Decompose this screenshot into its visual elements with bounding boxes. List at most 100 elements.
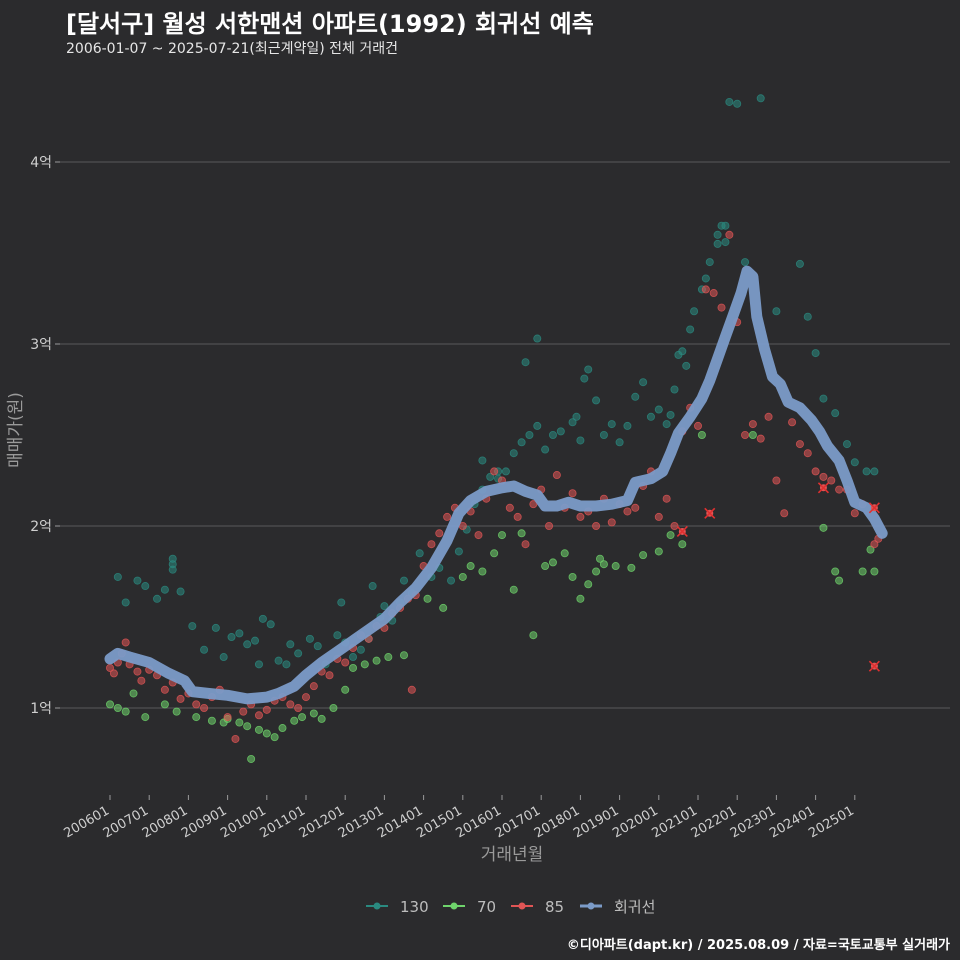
data-point-70	[423, 594, 432, 603]
data-point-130	[243, 640, 252, 649]
data-point-85	[427, 540, 436, 549]
data-point-130	[333, 631, 342, 640]
data-point-70	[466, 562, 475, 571]
data-point-70	[858, 567, 867, 576]
data-point-130	[521, 358, 530, 367]
data-point-70	[541, 562, 550, 571]
data-point-130	[415, 549, 424, 558]
data-point-130	[701, 274, 710, 283]
data-point-85	[176, 694, 185, 703]
data-point-85	[827, 476, 836, 485]
data-point-70	[560, 549, 569, 558]
data-point-85	[772, 476, 781, 485]
data-point-130	[662, 420, 671, 429]
data-point-85	[552, 471, 561, 480]
y-tick-label: 1억	[30, 701, 52, 717]
data-point-85	[654, 512, 663, 521]
data-point-130	[670, 385, 679, 394]
data-point-70	[568, 572, 577, 581]
data-point-70	[360, 660, 369, 669]
data-point-85	[325, 671, 334, 680]
data-point-130	[639, 378, 648, 387]
legend-dot-swatch	[450, 902, 458, 910]
data-point-85	[521, 540, 530, 549]
data-point-130	[211, 623, 220, 632]
data-point-130	[251, 636, 260, 645]
data-point-85	[223, 713, 232, 722]
data-point-130	[850, 458, 859, 467]
data-point-130	[533, 421, 542, 430]
legend-label: 70	[477, 898, 496, 916]
data-point-130	[862, 467, 871, 476]
data-point-70	[666, 531, 675, 540]
data-point-70	[835, 576, 844, 585]
legend-label: 130	[400, 898, 429, 916]
data-point-70	[254, 725, 263, 734]
data-point-85	[835, 485, 844, 494]
data-point-130	[200, 645, 209, 654]
data-point-70	[399, 651, 408, 660]
regression-line-group	[104, 265, 888, 705]
data-point-85	[490, 467, 499, 476]
legend-item-70: 70	[443, 898, 496, 916]
data-point-130	[592, 396, 601, 405]
data-point-130	[188, 622, 197, 631]
data-point-70	[298, 713, 307, 722]
data-point-70	[121, 707, 130, 716]
data-point-70	[309, 709, 318, 718]
data-point-85	[811, 467, 820, 476]
data-point-130	[721, 238, 730, 247]
data-point-130	[678, 347, 687, 356]
data-point-130	[313, 642, 322, 651]
data-point-70	[113, 704, 122, 713]
data-point-130	[274, 656, 283, 665]
data-point-130	[584, 365, 593, 374]
data-point-85	[286, 700, 295, 709]
data-point-130	[501, 467, 510, 476]
source-credit: ©디아파트(dapt.kr) / 2025.08.09 / 자료=국토교통부 실…	[566, 938, 950, 953]
cancelled-deal-marker	[868, 660, 880, 672]
data-point-130	[599, 430, 608, 439]
data-point-130	[168, 554, 177, 563]
data-point-70	[678, 540, 687, 549]
data-point-85	[568, 489, 577, 498]
data-point-70	[592, 567, 601, 576]
data-point-85	[407, 685, 416, 694]
y-tick-label: 3억	[30, 337, 52, 353]
data-point-70	[278, 724, 287, 733]
data-point-130	[176, 587, 185, 596]
cancel-x-icon	[676, 525, 688, 538]
x-axis-title: 거래년월	[481, 845, 544, 865]
data-point-130	[654, 405, 663, 414]
data-point-130	[258, 614, 267, 623]
data-point-85	[803, 449, 812, 458]
data-point-130	[607, 420, 616, 429]
data-point-130	[356, 645, 365, 654]
data-point-130	[831, 409, 840, 418]
data-point-85	[137, 676, 146, 685]
data-point-70	[654, 547, 663, 556]
data-point-85	[443, 512, 452, 521]
data-point-130	[713, 230, 722, 239]
legend-dot-swatch	[373, 902, 381, 910]
data-point-85	[160, 685, 169, 694]
data-point-130	[741, 258, 750, 267]
data-point-130	[721, 221, 730, 230]
data-point-85	[631, 503, 640, 512]
cancelled-deal-markers	[676, 482, 880, 672]
data-point-70	[819, 523, 828, 532]
data-point-85	[309, 682, 318, 691]
data-point-85	[576, 512, 585, 521]
data-point-85	[192, 700, 201, 709]
data-point-130	[254, 660, 263, 669]
data-point-130	[235, 629, 244, 638]
data-point-85	[701, 285, 710, 294]
data-point-85	[341, 658, 350, 667]
data-point-130	[713, 239, 722, 248]
data-point-70	[290, 716, 299, 725]
data-point-130	[623, 421, 632, 430]
data-point-130	[725, 97, 734, 106]
data-point-130	[478, 456, 487, 465]
data-point-130	[525, 430, 534, 439]
